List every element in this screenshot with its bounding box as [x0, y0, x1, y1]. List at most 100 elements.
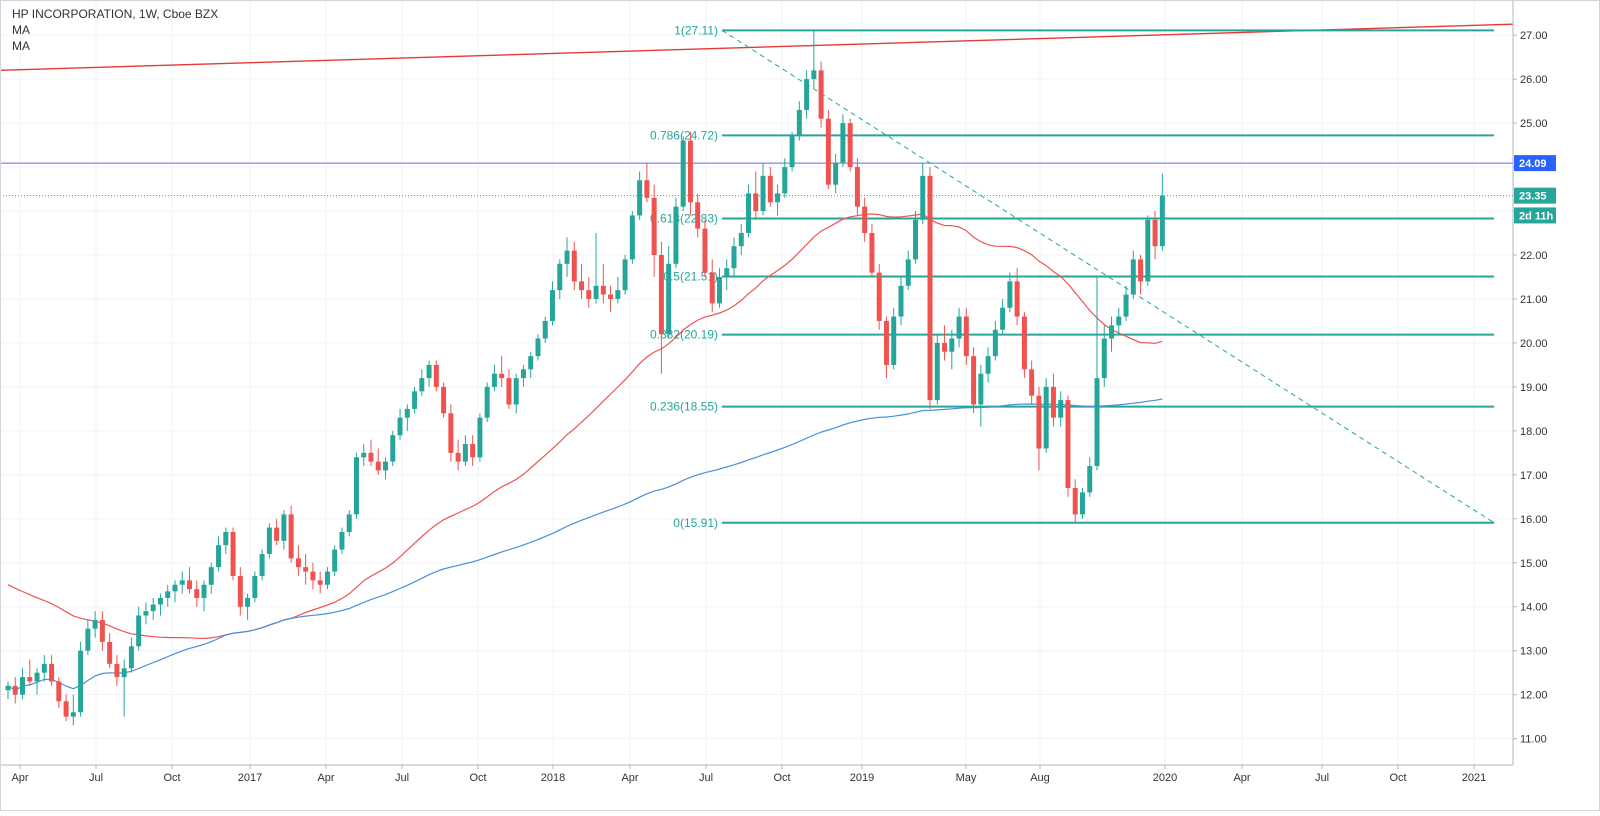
candle [905, 250, 911, 291]
candle-body [746, 193, 752, 234]
candle [1101, 325, 1107, 387]
candle [339, 527, 345, 554]
candle-body [208, 567, 214, 585]
candle [593, 233, 599, 304]
candle [491, 364, 497, 392]
candle-body [412, 391, 418, 409]
candle-body [194, 589, 200, 598]
candle-body [1050, 386, 1056, 418]
candle-body [862, 206, 868, 234]
candle-body [397, 417, 403, 436]
candle [949, 329, 955, 370]
candle [1007, 272, 1013, 313]
candle [542, 316, 548, 343]
candle-body [179, 580, 185, 585]
candle-body [1116, 316, 1122, 326]
candle-body [34, 672, 40, 682]
candle [1123, 285, 1129, 321]
y-tick-label: 12.00 [1520, 690, 1548, 702]
x-tick-label: Oct [1389, 772, 1406, 784]
y-tick-label: 11.00 [1520, 734, 1547, 746]
candle [608, 285, 614, 313]
candle-body [702, 228, 708, 273]
candle [34, 668, 40, 695]
candle-body [5, 685, 11, 691]
candle [157, 593, 163, 616]
candle [484, 382, 490, 423]
candle [847, 118, 853, 172]
candle-body [622, 259, 628, 291]
candle [1109, 316, 1115, 352]
candle-body [818, 70, 824, 119]
price-tag-bg [1514, 187, 1556, 204]
candle-body [92, 619, 98, 629]
x-tick-label: 2021 [1462, 772, 1486, 784]
candle-body [1036, 395, 1042, 449]
candle [753, 171, 759, 220]
candle [412, 386, 418, 414]
candle [441, 382, 447, 418]
candle-body [1072, 488, 1078, 515]
y-tick-label: 27.00 [1520, 30, 1548, 42]
candle [462, 435, 468, 467]
candle-body [876, 272, 882, 321]
candle-body [571, 250, 577, 282]
candle-body [738, 233, 744, 247]
x-axis: Apr Jul Oct 2017 Apr Jul Oct 2018 Apr Jul Oct 2019 M… [11, 765, 1486, 784]
candle [332, 545, 338, 576]
candle-body [361, 452, 367, 458]
candle [1152, 211, 1158, 260]
candle-body [310, 571, 316, 581]
candle [1145, 215, 1151, 286]
candle-body [644, 180, 650, 198]
candle [1116, 307, 1122, 335]
candle [27, 659, 33, 686]
chart-legend: HP INCORPORATION, 1W, Cboe BZX MA MA [12, 6, 218, 54]
candle-body [796, 109, 802, 137]
candle [898, 276, 904, 326]
indicator-ma-1[interactable]: MA [12, 23, 30, 37]
candle-body [506, 378, 512, 405]
candle-body [85, 628, 91, 651]
candle-body [753, 193, 759, 212]
candle [1087, 457, 1093, 497]
candle [637, 171, 643, 220]
price-tag-label: 24.09 [1519, 158, 1547, 170]
candle-body [491, 373, 497, 387]
candle [1029, 360, 1035, 405]
candle [840, 114, 846, 168]
candle-body [288, 514, 294, 559]
candle [92, 611, 98, 638]
candle-body [63, 701, 69, 717]
candle [738, 224, 744, 255]
candle [375, 448, 381, 475]
candle-body [825, 118, 831, 185]
candle-body [629, 215, 635, 260]
indicator-ma-2[interactable]: MA [12, 39, 30, 53]
candle-body [528, 356, 534, 370]
candle-body [455, 452, 461, 462]
candle-body [187, 580, 192, 590]
candle [136, 606, 142, 651]
candle-body [724, 268, 730, 277]
candle-body [390, 435, 396, 462]
candle-body [150, 604, 156, 612]
candle [825, 109, 831, 190]
candle [557, 259, 563, 299]
candle [187, 567, 192, 594]
candle-body [1021, 316, 1027, 370]
candle [680, 136, 686, 212]
candle [1036, 386, 1042, 471]
candle-body [833, 162, 839, 185]
candle [150, 597, 156, 620]
candle [695, 193, 701, 238]
candle-body [934, 342, 940, 401]
candle [528, 351, 534, 379]
candle-body [716, 276, 722, 304]
candle [448, 404, 454, 462]
x-tick-label: Oct [163, 772, 180, 784]
candle [230, 527, 236, 581]
candle [724, 259, 730, 291]
candle [310, 562, 316, 590]
